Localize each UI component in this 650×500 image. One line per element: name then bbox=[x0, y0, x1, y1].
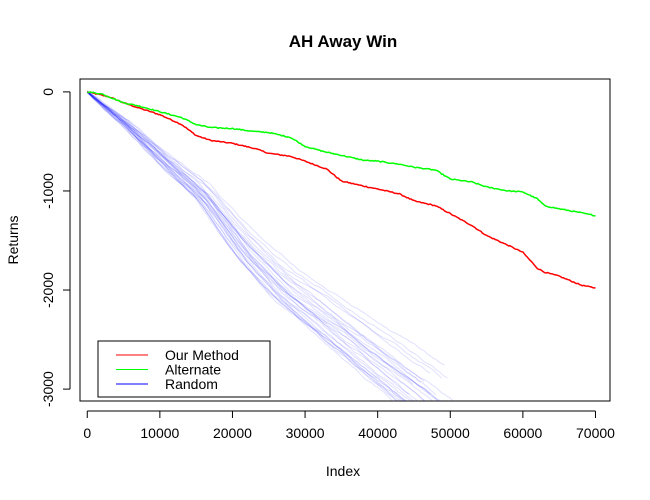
plot-frame bbox=[79, 78, 611, 402]
series-lines-layer bbox=[86, 91, 596, 289]
random-walk-line bbox=[87, 91, 399, 401]
x-tick-label: 70000 bbox=[576, 425, 615, 441]
random-walk-line bbox=[86, 90, 425, 382]
random-walk-line bbox=[86, 92, 426, 401]
random-walk-line bbox=[86, 91, 418, 401]
random-walk-line bbox=[86, 91, 413, 385]
y-axis-label: Returns bbox=[5, 215, 21, 264]
random-walk-line bbox=[87, 92, 437, 396]
random-walk-line bbox=[86, 90, 439, 401]
random-walk-line bbox=[86, 91, 403, 401]
random-walk-line bbox=[86, 92, 398, 401]
random-walk-line bbox=[87, 90, 454, 401]
random-walk-line bbox=[86, 91, 406, 401]
legend-entry-label: Alternate bbox=[165, 362, 221, 378]
x-axis: 0 10000 20000 30000 40000 50000 60000 70000 bbox=[83, 410, 615, 441]
random-walk-line bbox=[87, 91, 426, 401]
x-tick-label: 10000 bbox=[140, 425, 179, 441]
random-walk-line bbox=[86, 90, 415, 401]
y-tick-label: 0 bbox=[40, 88, 56, 96]
series-line-alternate bbox=[87, 91, 596, 217]
random-walk-line bbox=[86, 91, 407, 401]
x-tick-label: 0 bbox=[83, 425, 91, 441]
y-tick-label: -3000 bbox=[40, 371, 56, 407]
random-walk-line bbox=[86, 92, 410, 395]
x-tick-label: 30000 bbox=[286, 425, 325, 441]
chart-title: AH Away Win bbox=[289, 32, 397, 51]
random-walk-line bbox=[86, 91, 431, 395]
x-tick-label: 50000 bbox=[431, 425, 470, 441]
random-walk-line bbox=[86, 92, 442, 379]
y-tick-label: -1000 bbox=[40, 173, 56, 209]
random-walk-line bbox=[86, 91, 405, 401]
random-walk-line bbox=[86, 91, 443, 401]
random-walk-line bbox=[86, 91, 408, 401]
y-tick-label: -2000 bbox=[40, 272, 56, 308]
random-series-layer bbox=[86, 90, 454, 401]
random-walk-line bbox=[86, 91, 448, 379]
x-axis-label: Index bbox=[326, 463, 360, 479]
random-walk-line bbox=[86, 92, 412, 401]
x-tick-label: 40000 bbox=[358, 425, 397, 441]
series-line-our-method bbox=[86, 91, 596, 289]
random-walk-line bbox=[87, 90, 394, 401]
x-tick-label: 20000 bbox=[213, 425, 252, 441]
y-axis: 0 -1000 -2000 -3000 bbox=[40, 88, 71, 407]
random-walk-line bbox=[87, 91, 434, 401]
legend-entry-label: Random bbox=[165, 376, 218, 392]
random-walk-line bbox=[86, 91, 431, 374]
x-tick-label: 60000 bbox=[503, 425, 542, 441]
random-walk-line bbox=[86, 90, 440, 401]
legend-entry-label: Our Method bbox=[165, 347, 239, 363]
random-walk-line bbox=[86, 91, 445, 366]
random-walk-line bbox=[87, 91, 422, 383]
